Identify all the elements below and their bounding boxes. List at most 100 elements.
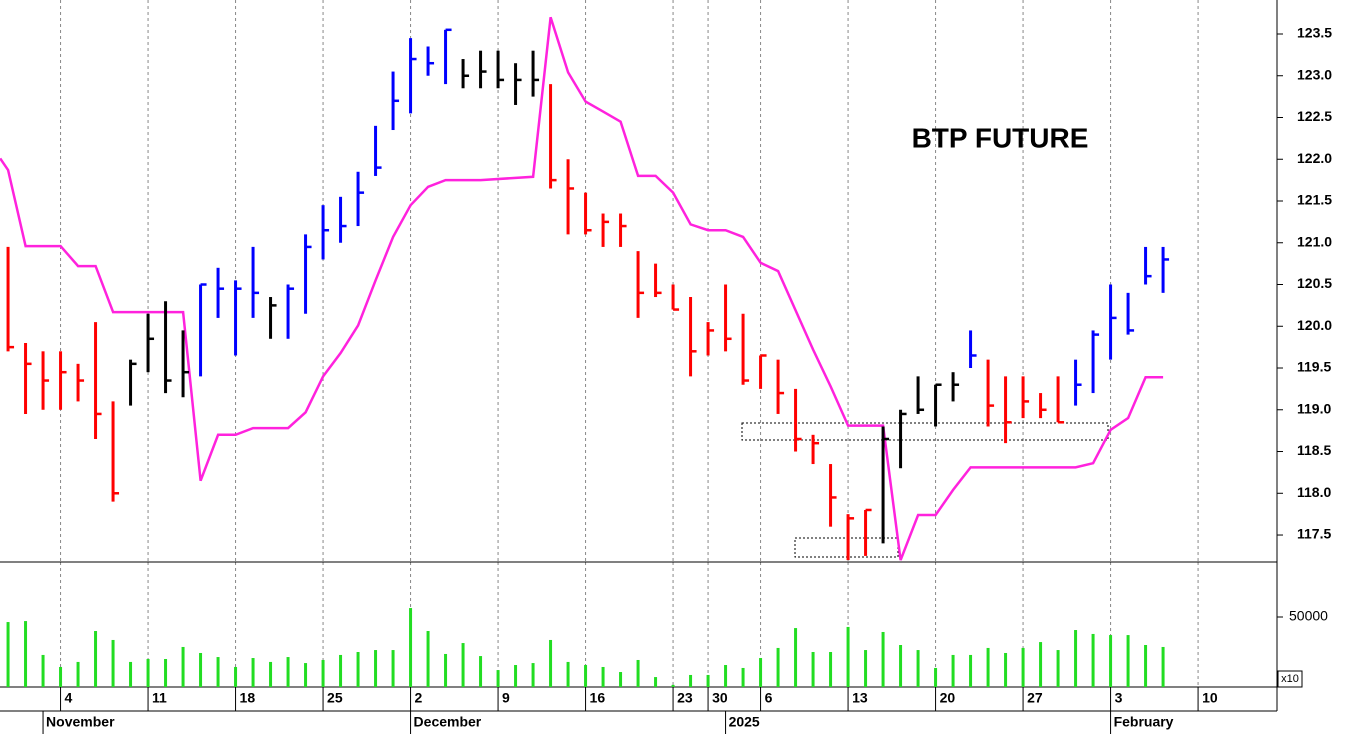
volume-bar: [216, 657, 220, 687]
volume-bar: [6, 622, 10, 687]
x-tick-label: 27: [1027, 690, 1043, 706]
volume-bar: [601, 666, 605, 687]
volume-bar: [286, 657, 290, 687]
volume-bar: [304, 663, 308, 687]
volume-bar: [829, 652, 833, 687]
multiplier-label: x10: [1281, 673, 1299, 685]
volume-bar: [1056, 650, 1060, 687]
volume-bar: [846, 626, 850, 687]
x-tick-label: 6: [765, 690, 773, 706]
y-tick-label: 122.0: [1297, 150, 1332, 166]
volume-bar: [59, 666, 63, 687]
volume-bar: [934, 667, 938, 687]
x-tick-label: 16: [590, 690, 606, 706]
volume-bar: [1109, 635, 1113, 687]
x-tick-label: 2: [415, 690, 423, 706]
band-line: [0, 16, 1164, 561]
x-tick-label: 10: [1202, 690, 1218, 706]
volume-bar: [76, 661, 80, 687]
volume-bar: [794, 628, 798, 687]
volume-bar: [94, 631, 98, 687]
volume-bar: [129, 661, 133, 687]
volume-bar: [531, 663, 535, 687]
volume-bar: [234, 666, 238, 687]
x-tick-label: 30: [712, 690, 728, 706]
volume-bar: [514, 665, 518, 687]
volume-bar: [496, 670, 500, 687]
volume-bar: [986, 647, 990, 687]
volume-bar: [1039, 642, 1043, 687]
volume-bar: [24, 621, 28, 687]
volume-bar: [374, 650, 378, 687]
x-tick-label: 20: [940, 690, 956, 706]
volume-bar: [654, 677, 658, 687]
volume-bar: [426, 631, 430, 687]
x-tick-label: 4: [65, 690, 73, 706]
volume-bar: [164, 659, 168, 687]
volume-bar: [689, 674, 693, 687]
volume-bar: [864, 650, 868, 687]
y-tick-label: 50000: [1289, 608, 1328, 624]
volume-bar: [1091, 633, 1095, 687]
month-label: December: [414, 714, 482, 730]
volume-bar: [111, 639, 115, 687]
volume-bar: [636, 659, 640, 687]
volume-bar: [899, 645, 903, 687]
volume-bar: [706, 674, 710, 687]
volume-bar: [339, 654, 343, 687]
volume-bar: [1161, 646, 1165, 687]
chart-title: BTP FUTURE: [912, 122, 1089, 153]
volume-bar: [741, 667, 745, 687]
y-tick-label: 119.5: [1297, 359, 1331, 375]
volume-bar: [391, 650, 395, 687]
y-tick-label: 119.0: [1297, 400, 1331, 416]
volume-bar: [671, 684, 675, 687]
volume-bar: [269, 661, 273, 687]
month-label: February: [1114, 714, 1174, 730]
volume-bar: [1126, 635, 1130, 687]
volume-bar: [146, 659, 150, 687]
volume-bar: [549, 639, 553, 687]
volume-bar: [461, 643, 465, 687]
volume-bar: [1004, 652, 1008, 687]
volume-bar: [356, 652, 360, 687]
x-tick-label: 23: [677, 690, 693, 706]
volume-bar: [776, 647, 780, 687]
volume-bar: [409, 608, 413, 687]
annotation-box: [741, 422, 1109, 441]
month-label: 2025: [729, 714, 760, 730]
x-tick-label: 25: [327, 690, 343, 706]
volume-bar: [199, 652, 203, 687]
volume-bar: [181, 646, 185, 687]
multiplier-box: [1277, 670, 1303, 688]
volume-bar: [951, 654, 955, 687]
y-tick-label: 117.5: [1297, 526, 1331, 542]
volume-bar: [1074, 630, 1078, 687]
volume-bar: [969, 654, 973, 687]
y-tick-label: 120.5: [1297, 275, 1332, 291]
volume-bar: [321, 659, 325, 687]
volume-bar: [566, 661, 570, 687]
x-tick-label: 18: [240, 690, 256, 706]
volume-bar: [41, 654, 45, 687]
month-label: November: [46, 714, 115, 730]
y-tick-label: 120.0: [1297, 317, 1332, 333]
volume-bar: [444, 653, 448, 687]
volume-bar: [1021, 647, 1025, 687]
volume-bar: [916, 650, 920, 687]
y-tick-label: 121.5: [1297, 192, 1332, 208]
x-tick-label: 9: [502, 690, 510, 706]
x-tick-label: 13: [852, 690, 868, 706]
volume-bar: [1144, 645, 1148, 687]
x-tick-label: 3: [1115, 690, 1123, 706]
x-tick-label: 11: [152, 690, 167, 706]
volume-bar: [479, 656, 483, 687]
volume-bar: [619, 672, 623, 687]
y-tick-label: 118.5: [1297, 442, 1331, 458]
volume-bar: [724, 665, 728, 687]
y-tick-label: 118.0: [1297, 484, 1331, 500]
y-tick-label: 123.0: [1297, 66, 1332, 82]
volume-bar: [811, 652, 815, 687]
y-tick-label: 122.5: [1297, 108, 1332, 124]
